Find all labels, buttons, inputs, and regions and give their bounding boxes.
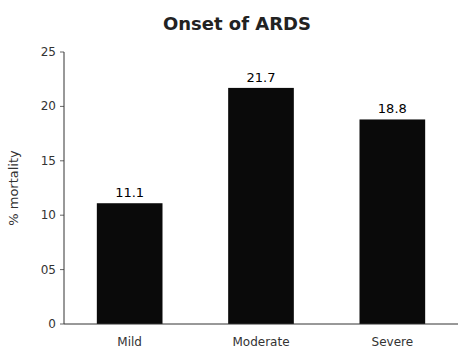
y-tick [60,269,64,270]
data-labels: 11.1 21.7 18.8 [115,70,407,200]
y-tick-label: 10 [41,208,56,222]
y-tick-label: 05 [41,263,56,277]
x-axis: Mild Moderate Severe [117,335,413,349]
bar [360,119,426,324]
x-tick-label: Moderate [232,335,289,349]
y-tick-label: 25 [41,45,56,59]
y-axis-label: % mortality [6,150,21,226]
chart-container: Onset of ARDS % mortality 0 05 10 15 20 25 11.1 2… [0,0,474,364]
title: Onset of ARDS [163,13,311,34]
x-axis-line [64,324,458,325]
y-axis: 0 05 10 15 20 25 [41,45,64,331]
y-tick-label: 0 [48,317,56,331]
x-tick-label: Mild [117,335,142,349]
data-label: 21.7 [247,70,276,85]
y-tick [60,215,64,216]
bar [228,88,294,324]
y-axis-line [64,52,65,324]
y-tick-label: 20 [41,99,56,113]
y-tick [60,160,64,161]
data-label: 11.1 [115,185,144,200]
y-tick [60,324,64,325]
bars [97,88,425,324]
y-tick-label: 15 [41,154,56,168]
chart: Onset of ARDS % mortality 0 05 10 15 20 25 11.1 2… [0,0,474,364]
y-tick [60,106,64,107]
bar [97,203,163,324]
x-tick-label: Severe [372,335,414,349]
y-tick [60,52,64,53]
data-label: 18.8 [378,101,407,116]
